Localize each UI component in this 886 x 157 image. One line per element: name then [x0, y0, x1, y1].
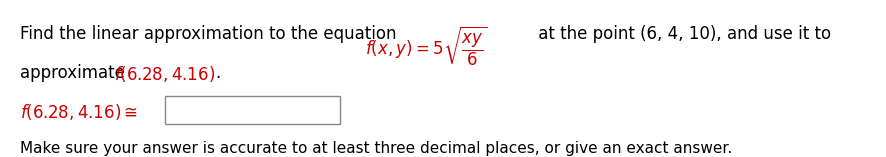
Text: at the point (6, 4, 10), and use it to: at the point (6, 4, 10), and use it to: [532, 25, 830, 43]
FancyBboxPatch shape: [165, 96, 340, 125]
Text: $f(6.28, 4.16) \cong$: $f(6.28, 4.16) \cong$: [19, 102, 137, 122]
Text: Make sure your answer is accurate to at least three decimal places, or give an e: Make sure your answer is accurate to at …: [19, 141, 731, 156]
Text: Find the linear approximation to the equation: Find the linear approximation to the equ…: [19, 25, 401, 43]
Text: approximate: approximate: [19, 64, 129, 82]
Text: $f(x, y) = 5\sqrt{\dfrac{xy}{6}}$: $f(x, y) = 5\sqrt{\dfrac{xy}{6}}$: [365, 25, 487, 68]
Text: .: .: [214, 64, 220, 82]
Text: $f(6.28, 4.16)$: $f(6.28, 4.16)$: [114, 64, 215, 84]
